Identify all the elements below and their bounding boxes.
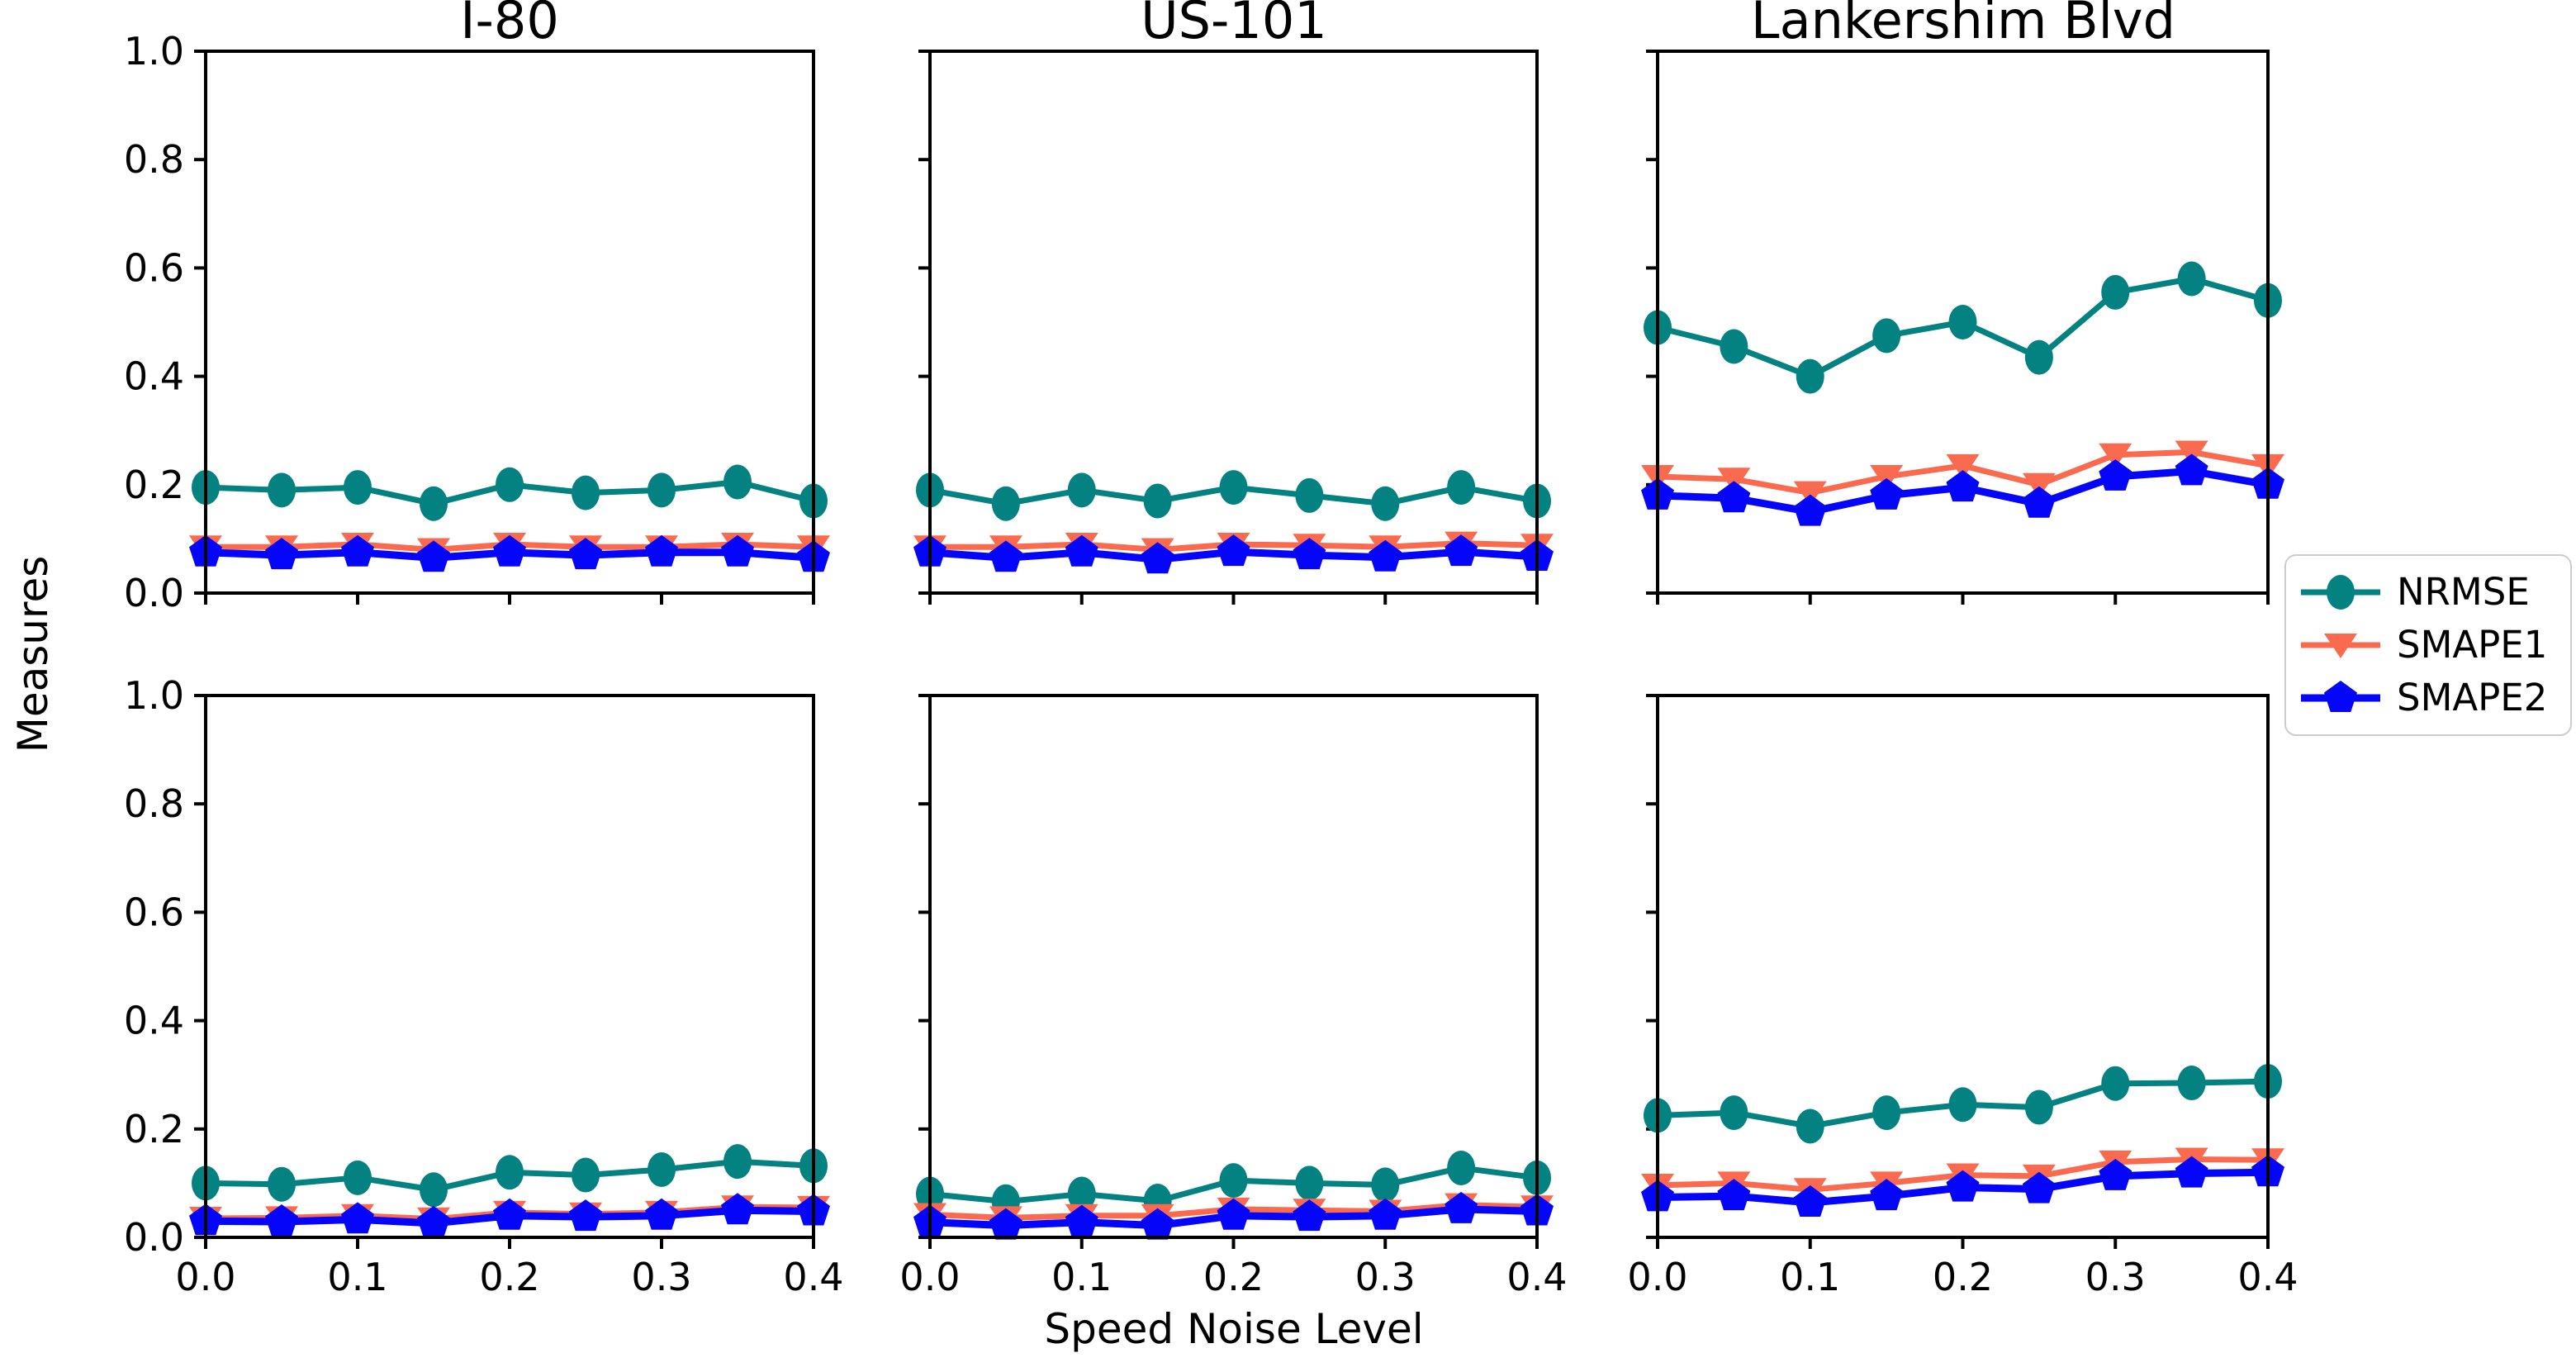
series-nrmse-r1-c0 — [192, 1144, 828, 1208]
x-tick-label: 0.1 — [1051, 1255, 1112, 1299]
legend: NRMSE SMAPE1 SMAPE2 — [2284, 554, 2572, 736]
y-tick-label: 0.0 — [124, 1215, 184, 1260]
series-smape2-r1-c1 — [913, 1191, 1554, 1240]
y-tick-label: 0.8 — [124, 137, 184, 182]
series-smape2-r1-c0 — [189, 1193, 830, 1237]
legend-item-nrmse: NRMSE — [2299, 572, 2564, 612]
series-nrmse-r0-c1 — [916, 470, 1551, 521]
subplot-r1-c1: 0.0 0.1 0.2 0.3 0.4 — [899, 694, 1568, 1299]
x-axis-label: Speed Noise Level — [1044, 1305, 1424, 1353]
legend-item-smape1: SMAPE1 — [2299, 625, 2564, 665]
x-tick-label: 0.2 — [1203, 1255, 1264, 1299]
y-axis-label: Measures — [9, 555, 57, 753]
x-tick-label: 0.2 — [479, 1255, 539, 1299]
x-tick-label: 0.0 — [1627, 1255, 1687, 1299]
legend-label-smape2: SMAPE2 — [2397, 676, 2548, 719]
y-tick-label: 0.6 — [124, 890, 184, 934]
series-smape2-r1-c2 — [1641, 1155, 2284, 1217]
series-smape2-r0-c2 — [1641, 453, 2284, 526]
x-tick-label: 0.2 — [1933, 1255, 1993, 1299]
series-nrmse-r0-c2 — [1644, 261, 2282, 394]
smape1-triangle-down-marker-icon — [2299, 625, 2382, 665]
x-tick-label: 0.3 — [631, 1255, 691, 1299]
y-tick-label: 0.2 — [124, 1107, 184, 1151]
y-tick-label: 0.0 — [124, 571, 184, 615]
x-tick-label: 0.0 — [175, 1255, 235, 1299]
subplot-title-us101: US-101 — [1141, 0, 1327, 50]
y-tick-label: 0.8 — [124, 781, 184, 826]
subplot-r0-c1 — [913, 50, 1554, 605]
y-tick-label: 0.4 — [124, 999, 184, 1043]
y-tick-label: 1.0 — [124, 29, 184, 74]
subplot-title-lankershim: Lankershim Blvd — [1751, 0, 2175, 50]
subplot-r1-c2: 0.0 0.1 0.2 0.3 0.4 — [1627, 694, 2298, 1299]
legend-label-smape1: SMAPE1 — [2397, 623, 2548, 667]
x-tick-label: 0.1 — [1780, 1255, 1840, 1299]
x-tick-label: 0.4 — [783, 1255, 843, 1299]
legend-item-smape2: SMAPE2 — [2299, 678, 2564, 718]
x-tick-label: 0.3 — [1355, 1255, 1416, 1299]
x-tick-label: 0.4 — [1506, 1255, 1567, 1299]
nrmse-circle-marker-icon — [2299, 572, 2382, 612]
subplot-r1-c0: 0.0 0.2 0.4 0.6 0.8 1.0 0.0 0.1 0.2 0.3 0.4 — [124, 673, 844, 1299]
x-tick-label: 0.3 — [2085, 1255, 2146, 1299]
subplot-r0-c2 — [1641, 50, 2284, 605]
series-smape2-r0-c0 — [189, 534, 830, 572]
y-tick-label: 0.6 — [124, 245, 184, 290]
subplot-title-i80: I-80 — [460, 0, 559, 50]
subplot-r0-c0: 0.0 0.2 0.4 0.6 0.8 1.0 — [124, 29, 830, 615]
legend-label-nrmse: NRMSE — [2397, 570, 2530, 614]
y-tick-label: 0.2 — [124, 463, 184, 507]
smape2-pentagon-marker-icon — [2299, 678, 2382, 718]
series-nrmse-r0-c0 — [192, 464, 828, 521]
x-tick-label: 0.1 — [327, 1255, 387, 1299]
y-tick-label: 1.0 — [124, 673, 184, 718]
y-tick-label: 0.4 — [124, 354, 184, 399]
x-tick-label: 0.0 — [899, 1255, 960, 1299]
x-tick-label: 0.4 — [2237, 1255, 2298, 1299]
series-nrmse-r1-c2 — [1644, 1064, 2282, 1144]
